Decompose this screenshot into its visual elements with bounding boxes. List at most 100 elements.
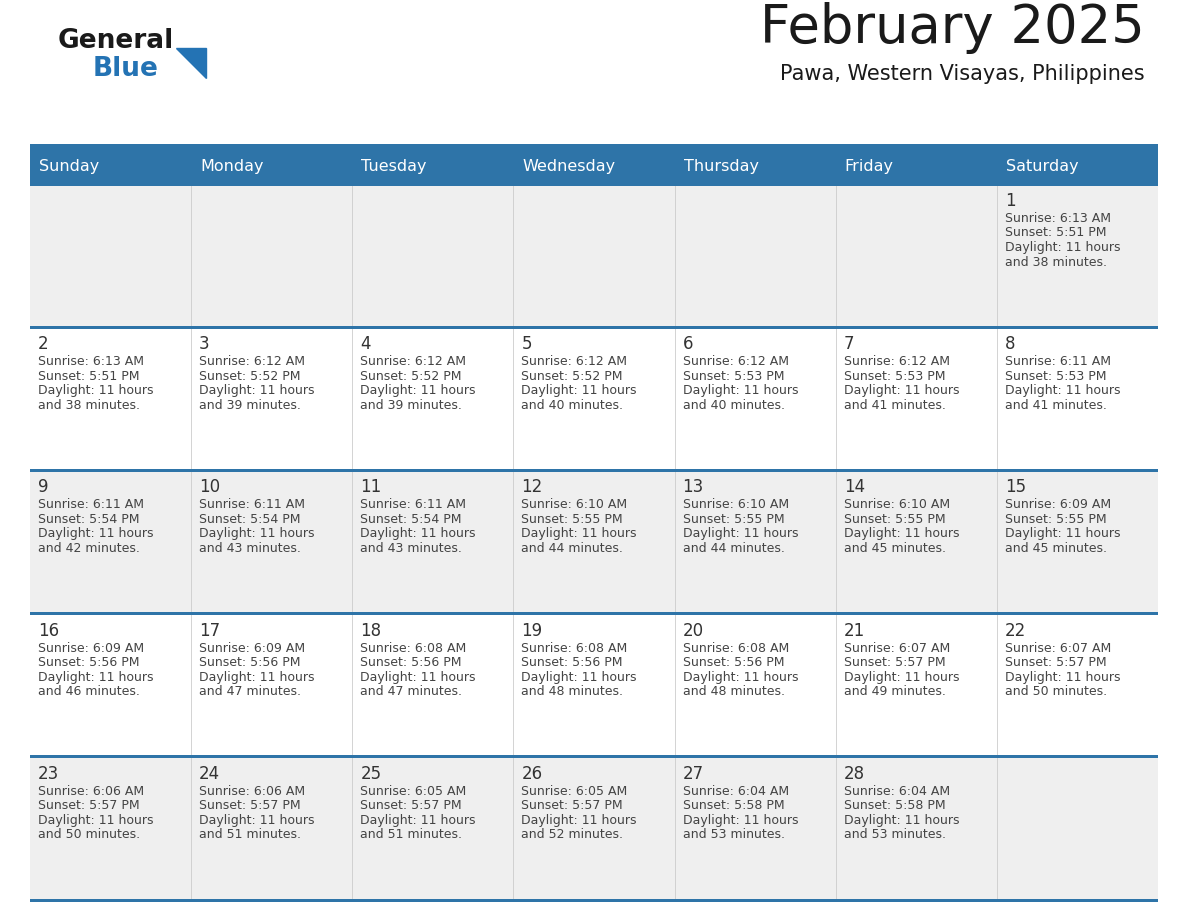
Text: Daylight: 11 hours: Daylight: 11 hours	[683, 671, 798, 684]
Text: 3: 3	[200, 335, 210, 353]
Text: Sunset: 5:55 PM: Sunset: 5:55 PM	[843, 513, 946, 526]
Text: and 41 minutes.: and 41 minutes.	[1005, 398, 1107, 411]
Text: Sunset: 5:56 PM: Sunset: 5:56 PM	[38, 656, 139, 669]
Text: Daylight: 11 hours: Daylight: 11 hours	[683, 528, 798, 541]
Text: Daylight: 11 hours: Daylight: 11 hours	[38, 385, 153, 397]
Text: 13: 13	[683, 478, 703, 497]
Bar	[513, 148, 675, 184]
Text: Sunrise: 6:13 AM: Sunrise: 6:13 AM	[38, 355, 144, 368]
Text: Sunset: 5:57 PM: Sunset: 5:57 PM	[522, 800, 623, 812]
Bar	[30, 469, 1158, 472]
Text: Sunset: 5:56 PM: Sunset: 5:56 PM	[522, 656, 623, 669]
Text: Sunset: 5:56 PM: Sunset: 5:56 PM	[683, 656, 784, 669]
Text: and 42 minutes.: and 42 minutes.	[38, 542, 140, 554]
Text: and 49 minutes.: and 49 minutes.	[843, 685, 946, 698]
Text: Daylight: 11 hours: Daylight: 11 hours	[1005, 241, 1120, 254]
Text: Daylight: 11 hours: Daylight: 11 hours	[1005, 385, 1120, 397]
Text: Sunset: 5:51 PM: Sunset: 5:51 PM	[38, 370, 139, 383]
Text: Sunrise: 6:07 AM: Sunrise: 6:07 AM	[843, 642, 950, 655]
Text: Sunrise: 6:11 AM: Sunrise: 6:11 AM	[1005, 355, 1111, 368]
Text: and 50 minutes.: and 50 minutes.	[38, 828, 140, 841]
Text: Sunset: 5:55 PM: Sunset: 5:55 PM	[1005, 513, 1106, 526]
Text: Daylight: 11 hours: Daylight: 11 hours	[522, 671, 637, 684]
Text: 4: 4	[360, 335, 371, 353]
Text: Friday: Friday	[845, 159, 893, 174]
Text: and 39 minutes.: and 39 minutes.	[360, 398, 462, 411]
Text: Sunset: 5:52 PM: Sunset: 5:52 PM	[360, 370, 462, 383]
Text: Sunday: Sunday	[39, 159, 100, 174]
Text: 28: 28	[843, 765, 865, 783]
Text: Sunrise: 6:08 AM: Sunrise: 6:08 AM	[360, 642, 467, 655]
Bar	[30, 326, 1158, 329]
Text: Sunset: 5:57 PM: Sunset: 5:57 PM	[1005, 656, 1106, 669]
Text: General: General	[58, 28, 175, 54]
Text: Daylight: 11 hours: Daylight: 11 hours	[522, 813, 637, 827]
Text: 26: 26	[522, 765, 543, 783]
Text: Sunset: 5:52 PM: Sunset: 5:52 PM	[200, 370, 301, 383]
Text: 27: 27	[683, 765, 703, 783]
Text: Sunrise: 6:06 AM: Sunrise: 6:06 AM	[200, 785, 305, 798]
Text: Blue: Blue	[93, 56, 159, 82]
Text: and 48 minutes.: and 48 minutes.	[522, 685, 624, 698]
Text: 8: 8	[1005, 335, 1016, 353]
Text: 2: 2	[38, 335, 49, 353]
Text: Sunrise: 6:06 AM: Sunrise: 6:06 AM	[38, 785, 144, 798]
Text: and 41 minutes.: and 41 minutes.	[843, 398, 946, 411]
Text: 23: 23	[38, 765, 59, 783]
Text: and 51 minutes.: and 51 minutes.	[360, 828, 462, 841]
Text: 12: 12	[522, 478, 543, 497]
Bar	[997, 148, 1158, 184]
Text: 22: 22	[1005, 621, 1026, 640]
Text: Daylight: 11 hours: Daylight: 11 hours	[843, 528, 959, 541]
Text: and 45 minutes.: and 45 minutes.	[1005, 542, 1107, 554]
Text: Pawa, Western Visayas, Philippines: Pawa, Western Visayas, Philippines	[781, 64, 1145, 84]
Text: Sunrise: 6:10 AM: Sunrise: 6:10 AM	[522, 498, 627, 511]
Text: Sunrise: 6:11 AM: Sunrise: 6:11 AM	[360, 498, 466, 511]
Text: and 44 minutes.: and 44 minutes.	[683, 542, 784, 554]
Text: Sunset: 5:56 PM: Sunset: 5:56 PM	[360, 656, 462, 669]
Text: Thursday: Thursday	[683, 159, 759, 174]
Text: and 46 minutes.: and 46 minutes.	[38, 685, 140, 698]
Bar	[353, 148, 513, 184]
Text: Daylight: 11 hours: Daylight: 11 hours	[843, 813, 959, 827]
Text: Daylight: 11 hours: Daylight: 11 hours	[200, 671, 315, 684]
Bar	[30, 756, 1158, 758]
Text: Sunrise: 6:09 AM: Sunrise: 6:09 AM	[1005, 498, 1111, 511]
Text: and 39 minutes.: and 39 minutes.	[200, 398, 301, 411]
Text: Sunset: 5:51 PM: Sunset: 5:51 PM	[1005, 227, 1106, 240]
Text: Sunset: 5:57 PM: Sunset: 5:57 PM	[38, 800, 140, 812]
Text: Sunset: 5:58 PM: Sunset: 5:58 PM	[843, 800, 946, 812]
Text: 14: 14	[843, 478, 865, 497]
Text: Sunset: 5:58 PM: Sunset: 5:58 PM	[683, 800, 784, 812]
Text: Sunset: 5:57 PM: Sunset: 5:57 PM	[360, 800, 462, 812]
Text: and 51 minutes.: and 51 minutes.	[200, 828, 301, 841]
Text: Sunrise: 6:12 AM: Sunrise: 6:12 AM	[683, 355, 789, 368]
Text: 17: 17	[200, 621, 220, 640]
Text: Sunset: 5:53 PM: Sunset: 5:53 PM	[1005, 370, 1106, 383]
Bar	[30, 184, 1158, 327]
Text: Sunrise: 6:08 AM: Sunrise: 6:08 AM	[683, 642, 789, 655]
Text: Sunrise: 6:13 AM: Sunrise: 6:13 AM	[1005, 212, 1111, 225]
Bar	[30, 899, 1158, 901]
Text: Sunset: 5:55 PM: Sunset: 5:55 PM	[683, 513, 784, 526]
Bar	[191, 148, 353, 184]
Text: Daylight: 11 hours: Daylight: 11 hours	[200, 528, 315, 541]
Text: Daylight: 11 hours: Daylight: 11 hours	[360, 528, 475, 541]
Bar	[30, 470, 1158, 613]
Text: Monday: Monday	[200, 159, 264, 174]
Text: and 48 minutes.: and 48 minutes.	[683, 685, 784, 698]
Text: Daylight: 11 hours: Daylight: 11 hours	[1005, 528, 1120, 541]
Text: and 40 minutes.: and 40 minutes.	[683, 398, 784, 411]
Text: Daylight: 11 hours: Daylight: 11 hours	[843, 671, 959, 684]
Bar	[30, 756, 1158, 900]
Text: and 52 minutes.: and 52 minutes.	[522, 828, 624, 841]
Text: Daylight: 11 hours: Daylight: 11 hours	[360, 385, 475, 397]
Text: Sunset: 5:54 PM: Sunset: 5:54 PM	[360, 513, 462, 526]
Text: 10: 10	[200, 478, 220, 497]
Text: and 53 minutes.: and 53 minutes.	[843, 828, 946, 841]
Text: Sunrise: 6:08 AM: Sunrise: 6:08 AM	[522, 642, 627, 655]
Text: and 44 minutes.: and 44 minutes.	[522, 542, 624, 554]
Text: 15: 15	[1005, 478, 1026, 497]
Text: 19: 19	[522, 621, 543, 640]
Text: and 38 minutes.: and 38 minutes.	[1005, 255, 1107, 268]
